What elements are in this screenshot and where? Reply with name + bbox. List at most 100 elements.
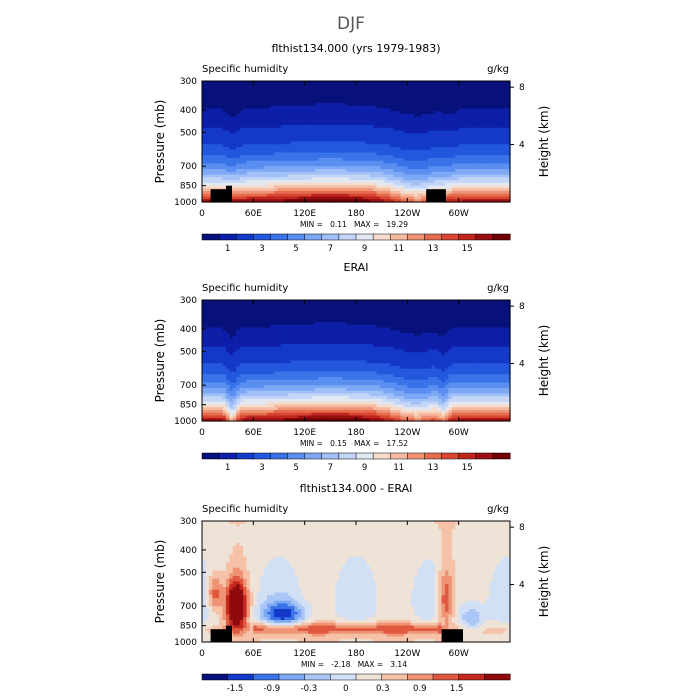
field-cell bbox=[414, 116, 419, 121]
field-cell bbox=[314, 188, 319, 192]
field-cell bbox=[263, 105, 268, 110]
field-cell bbox=[294, 169, 299, 173]
field-cell bbox=[431, 322, 436, 326]
field-cell bbox=[338, 327, 343, 331]
field-cell bbox=[362, 316, 367, 320]
field-cell bbox=[318, 100, 323, 104]
field-cell bbox=[403, 116, 408, 121]
field-cell bbox=[427, 81, 432, 85]
field-cell bbox=[462, 188, 467, 192]
field-cell bbox=[308, 196, 313, 200]
field-cell bbox=[352, 92, 357, 96]
field-cell bbox=[349, 108, 354, 112]
field-cell bbox=[383, 81, 388, 85]
field-cell bbox=[328, 199, 333, 203]
field-cell bbox=[267, 302, 272, 307]
field-cell bbox=[304, 199, 309, 203]
field-cell bbox=[342, 308, 347, 312]
field-cell bbox=[424, 324, 429, 329]
field-cell bbox=[379, 160, 384, 165]
field-cell bbox=[455, 86, 460, 90]
field-cell bbox=[441, 125, 446, 129]
field-cell bbox=[263, 158, 268, 162]
field-cell bbox=[492, 147, 497, 151]
field-cell bbox=[390, 94, 395, 99]
field-cell bbox=[373, 105, 378, 110]
field-cell bbox=[229, 302, 234, 307]
field-cell bbox=[455, 119, 460, 123]
field-cell bbox=[263, 193, 268, 198]
field-cell bbox=[359, 171, 364, 176]
field-cell bbox=[407, 316, 412, 320]
field-cell bbox=[246, 133, 251, 137]
field-cell bbox=[434, 311, 439, 315]
field-cell bbox=[414, 302, 419, 307]
field-cell bbox=[448, 114, 453, 118]
field-cell bbox=[506, 136, 511, 140]
field-cell bbox=[267, 193, 272, 198]
field-cell bbox=[222, 149, 227, 154]
field-cell bbox=[431, 108, 436, 112]
field-cell bbox=[503, 199, 508, 203]
field-cell bbox=[475, 300, 480, 304]
field-cell bbox=[277, 158, 282, 162]
field-cell bbox=[342, 116, 347, 121]
field-cell bbox=[249, 177, 254, 181]
field-cell bbox=[225, 144, 230, 148]
field-cell bbox=[338, 114, 343, 118]
field-cell bbox=[499, 322, 504, 326]
field-cell bbox=[397, 83, 402, 88]
field-cell bbox=[362, 302, 367, 307]
field-cell bbox=[232, 122, 237, 126]
field-cell bbox=[328, 302, 333, 307]
field-cell bbox=[260, 97, 265, 101]
field-cell bbox=[318, 302, 323, 307]
field-cell bbox=[328, 136, 333, 140]
field-cell bbox=[468, 302, 473, 307]
field-cell bbox=[356, 127, 361, 132]
field-cell bbox=[236, 300, 241, 304]
field-cell bbox=[290, 316, 295, 320]
field-cell bbox=[294, 119, 299, 123]
field-cell bbox=[414, 191, 419, 195]
field-cell bbox=[328, 122, 333, 126]
field-cell bbox=[451, 136, 456, 140]
field-cell bbox=[205, 196, 210, 200]
field-cell bbox=[253, 81, 258, 85]
field-cell bbox=[349, 92, 354, 96]
field-cell bbox=[427, 100, 432, 104]
field-cell bbox=[390, 116, 395, 121]
field-cell bbox=[506, 319, 511, 323]
field-cell bbox=[352, 158, 357, 162]
field-cell bbox=[376, 327, 381, 331]
field-cell bbox=[492, 308, 497, 312]
field-cell bbox=[496, 185, 501, 189]
field-cell bbox=[455, 193, 460, 198]
field-cell bbox=[458, 111, 463, 115]
field-cell bbox=[434, 160, 439, 165]
field-cell bbox=[229, 133, 234, 137]
field-cell bbox=[335, 133, 340, 137]
field-cell bbox=[280, 155, 285, 159]
field-cell bbox=[205, 94, 210, 99]
field-cell bbox=[472, 180, 477, 184]
field-cell bbox=[246, 160, 251, 165]
field-cell bbox=[222, 180, 227, 184]
field-cell bbox=[277, 125, 282, 129]
field-cell bbox=[246, 114, 251, 118]
field-cell bbox=[448, 155, 453, 159]
field-cell bbox=[489, 97, 494, 101]
field-cell bbox=[503, 160, 508, 165]
field-cell bbox=[472, 103, 477, 107]
field-cell bbox=[397, 308, 402, 312]
field-cell bbox=[496, 108, 501, 112]
field-cell bbox=[219, 182, 224, 187]
colorbar-swatch bbox=[355, 233, 374, 241]
field-cell bbox=[349, 144, 354, 148]
field-cell bbox=[386, 136, 391, 140]
field-cell bbox=[383, 144, 388, 148]
field-cell bbox=[417, 191, 422, 195]
field-cell bbox=[263, 191, 268, 195]
field-cell bbox=[208, 136, 213, 140]
field-cell bbox=[215, 180, 220, 184]
